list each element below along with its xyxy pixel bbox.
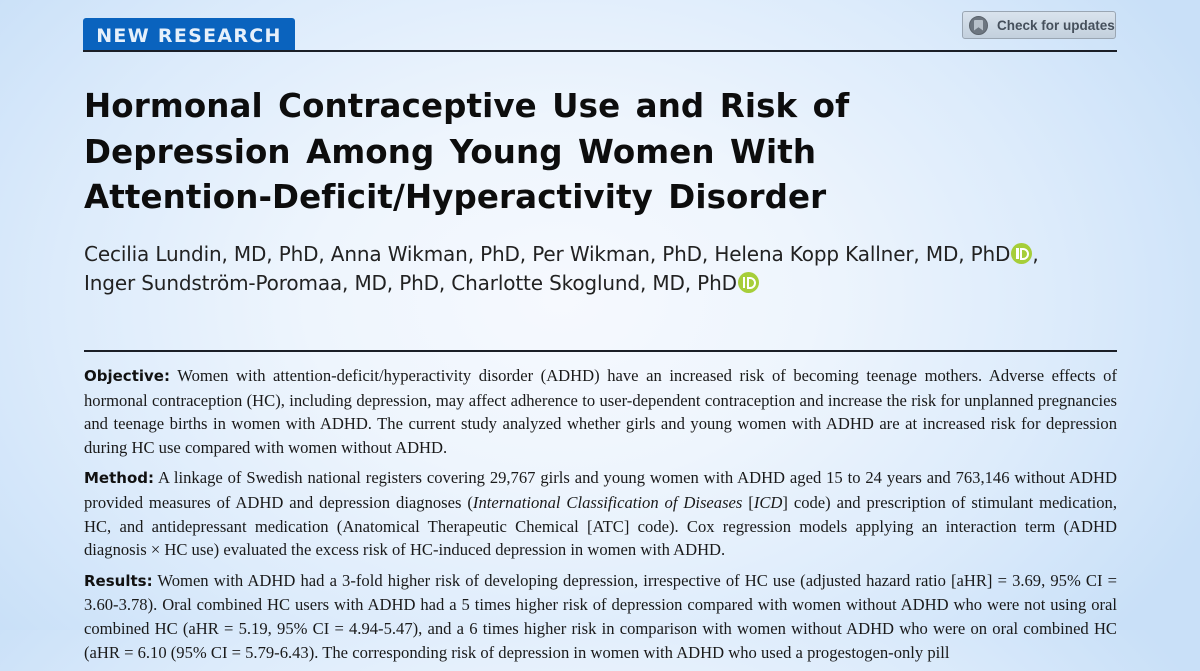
results-label: Results: (84, 571, 153, 590)
method-italic-term: International Classification of Diseases (472, 492, 743, 512)
article-title: Hormonal Contraceptive Use and Risk of D… (84, 84, 984, 221)
method-label: Method: (84, 469, 154, 488)
method-text: [ (742, 492, 754, 512)
abstract-results: Results: Women with ADHD had a 3-fold hi… (84, 569, 1117, 664)
section-tab: NEW RESEARCH (83, 18, 295, 51)
author-line-text: Cecilia Lundin, MD, PhD, Anna Wikman, Ph… (84, 242, 1011, 266)
author-line-text: Inger Sundström-Poromaa, MD, PhD, Charlo… (84, 271, 737, 295)
author-line: Cecilia Lundin, MD, PhD, Anna Wikman, Ph… (84, 240, 1144, 269)
orcid-icon[interactable] (737, 272, 759, 293)
abstract: Objective: Women with attention-deficit/… (84, 364, 1117, 671)
method-text: ] code) and prescription of stimulant me… (84, 492, 1117, 560)
orcid-icon[interactable] (1011, 243, 1033, 264)
author-separator: , (1032, 242, 1039, 266)
abstract-objective: Objective: Women with attention-deficit/… (84, 364, 1117, 459)
objective-label: Objective: (84, 367, 170, 385)
objective-text: Women with attention-deficit/hyperactivi… (84, 366, 1117, 457)
author-list: Cecilia Lundin, MD, PhD, Anna Wikman, Ph… (84, 240, 1144, 298)
results-text: Women with ADHD had a 3-fold higher risk… (84, 570, 1117, 662)
abstract-divider (84, 350, 1117, 352)
crossmark-icon (969, 15, 988, 35)
title-line: Depression Among Young Women With (84, 132, 817, 171)
author-line: Inger Sundström-Poromaa, MD, PhD, Charlo… (84, 269, 1144, 298)
title-line: Attention-Deficit/Hyperactivity Disorder (84, 178, 827, 216)
title-line: Hormonal Contraceptive Use and Risk of (84, 87, 850, 125)
check-for-updates-button[interactable]: Check for updates (962, 11, 1116, 39)
method-text: A linkage of Swedish national registers … (84, 468, 1117, 512)
method-italic-abbrev: ICD (753, 492, 783, 512)
header-divider (83, 50, 1117, 52)
check-for-updates-label: Check for updates (997, 17, 1115, 33)
abstract-method: Method: A linkage of Swedish national re… (84, 466, 1117, 561)
